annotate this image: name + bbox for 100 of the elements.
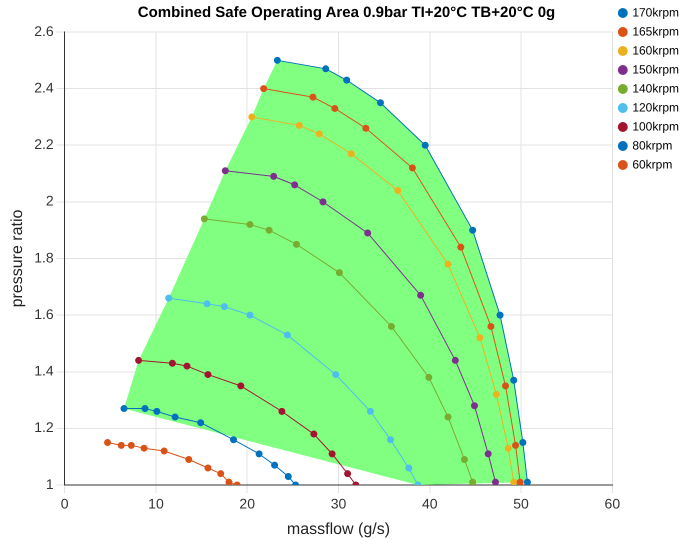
point	[140, 444, 148, 452]
point	[128, 442, 135, 449]
point	[492, 390, 500, 398]
point	[460, 456, 468, 464]
legend-label: 80krpm	[632, 138, 672, 152]
point	[364, 230, 372, 237]
legend-label: 140krpm	[632, 81, 680, 96]
legend-label: 160krpm	[632, 43, 680, 58]
legend-label: 165krpm	[632, 24, 680, 38]
point	[256, 450, 263, 458]
point	[118, 442, 125, 449]
point	[512, 442, 520, 449]
point	[200, 215, 208, 222]
point	[510, 478, 518, 485]
x-tick-label: 20	[239, 495, 256, 512]
point	[331, 104, 338, 112]
point	[492, 478, 499, 485]
point	[141, 405, 148, 412]
x-axis-title: massflow (g/s)	[286, 520, 390, 538]
point	[185, 456, 192, 464]
x-tick-label: 0	[60, 495, 69, 512]
point	[519, 439, 526, 446]
point	[270, 172, 278, 180]
point	[310, 430, 318, 438]
y-tick-label: 1.8	[34, 249, 54, 266]
point	[260, 85, 268, 92]
point	[332, 371, 340, 378]
point	[246, 221, 254, 228]
point	[225, 478, 232, 485]
y-tick-label: 1.4	[34, 362, 54, 379]
legend-label: 150krpm	[632, 62, 680, 76]
point	[348, 150, 355, 158]
point	[408, 164, 416, 172]
y-tick-label: 2.2	[34, 136, 54, 152]
point	[230, 436, 238, 444]
legend-label: 120krpm	[632, 100, 680, 114]
point	[376, 99, 384, 106]
point	[284, 473, 292, 480]
point	[452, 356, 459, 364]
point	[388, 322, 395, 330]
y-tick-label: 1	[46, 476, 54, 492]
point	[444, 260, 452, 268]
y-axis-title: pressure ratio	[9, 209, 26, 308]
point	[217, 470, 224, 478]
point	[457, 244, 464, 251]
point	[425, 374, 432, 381]
point	[319, 198, 326, 206]
point	[362, 124, 370, 132]
x-tick-label: 60	[604, 495, 620, 512]
point	[405, 464, 412, 472]
point	[204, 464, 212, 472]
point	[366, 408, 374, 415]
point	[476, 334, 484, 342]
y-tick-label: 2	[46, 192, 54, 209]
point	[417, 292, 424, 299]
point	[316, 130, 323, 138]
point	[197, 419, 204, 426]
y-tick-label: 1.6	[34, 306, 54, 322]
point	[220, 303, 228, 310]
point	[322, 65, 330, 72]
point	[104, 439, 112, 446]
point	[266, 226, 273, 234]
x-tick-label: 40	[422, 495, 438, 512]
point	[248, 113, 256, 120]
y-tick-label: 1.2	[34, 419, 54, 436]
point	[469, 478, 476, 485]
point	[487, 322, 494, 330]
point	[343, 76, 350, 84]
point	[204, 300, 211, 308]
point	[344, 470, 352, 478]
point	[387, 436, 394, 444]
point	[291, 181, 298, 188]
point	[222, 167, 229, 174]
point	[510, 376, 518, 384]
point	[135, 356, 142, 364]
point	[120, 405, 128, 412]
point	[470, 402, 478, 410]
point	[502, 382, 510, 390]
point	[271, 462, 278, 469]
chart-title: Combined Safe Operating Area 0.9bar TI+20°C TB+20°C 0g	[138, 4, 556, 22]
point	[153, 408, 160, 415]
point	[328, 450, 336, 458]
point	[422, 142, 429, 149]
point	[293, 240, 300, 248]
point	[274, 56, 281, 64]
point	[296, 122, 303, 129]
point	[160, 448, 168, 455]
legend-label: 170krpm	[632, 5, 680, 20]
point	[469, 226, 476, 234]
point	[516, 478, 524, 485]
point	[172, 414, 179, 421]
point	[165, 294, 172, 302]
point	[278, 408, 286, 415]
point	[246, 312, 254, 319]
point	[168, 360, 176, 367]
y-tick-label: 2.6	[34, 22, 54, 39]
point	[394, 187, 402, 194]
point	[183, 362, 190, 370]
point	[204, 371, 212, 378]
x-tick-label: 10	[148, 495, 164, 512]
